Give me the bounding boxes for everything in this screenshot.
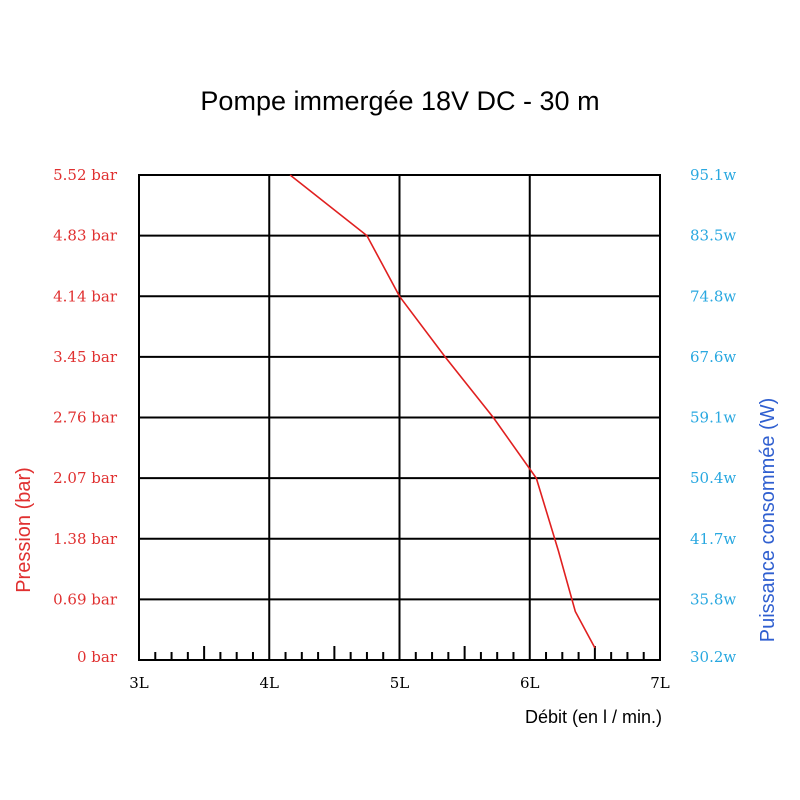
y-tick-label-left: 1.38 bar [53, 530, 118, 548]
y-axis-left-ticks: 0 bar 0.69 bar 1.38 bar 2.07 bar 2.76 bar 3.4… [53, 166, 118, 666]
x-tick-label: 5L [390, 674, 410, 692]
y-tick-label-right: 67.6w [690, 348, 736, 366]
x-minor-ticks [154, 646, 645, 660]
y-tick-label-left: 2.07 bar [53, 469, 118, 487]
y-axis-right-ticks: 30.2w 35.8w 41.7w 50.4w 59.1w 67.6w 74.8w 83.5w… [690, 166, 736, 666]
y-tick-label-right: 83.5w [690, 227, 736, 245]
chart-title: Pompe immergée 18V DC - 30 m [200, 86, 599, 116]
y-tick-label-right: 95.1w [690, 166, 736, 184]
x-tick-label: 7L [650, 674, 670, 692]
series-line [289, 174, 596, 649]
y-tick-label-right: 50.4w [690, 469, 736, 487]
y-tick-label-left: 0 bar [77, 648, 118, 666]
x-tick-label: 6L [520, 674, 540, 692]
plot-grid [138, 174, 661, 661]
y-axis-left-title: Pression (bar) [13, 467, 35, 593]
y-tick-label-left: 3.45 bar [53, 348, 118, 366]
y-tick-label-left: 4.14 bar [53, 287, 118, 305]
x-tick-label: 4L [259, 674, 279, 692]
y-tick-label-right: 74.8w [690, 287, 736, 305]
x-axis-ticks: 3L 4L 5L 6L 7L [129, 674, 670, 692]
y-tick-label-left: 5.52 bar [53, 166, 118, 184]
x-tick-label: 3L [129, 674, 149, 692]
y-tick-label-right: 59.1w [690, 409, 736, 427]
y-tick-label-right: 35.8w [690, 590, 736, 608]
y-tick-label-left: 0.69 bar [53, 590, 118, 608]
y-tick-label-right: 30.2w [690, 648, 736, 666]
y-tick-label-left: 2.76 bar [53, 409, 118, 427]
y-tick-label-left: 4.83 bar [53, 227, 118, 245]
x-axis-title: Débit (en l / min.) [525, 707, 662, 727]
y-axis-right-title: Puissance consommée (W) [757, 398, 779, 643]
curve-layer [289, 174, 596, 649]
y-tick-label-right: 41.7w [690, 530, 736, 548]
